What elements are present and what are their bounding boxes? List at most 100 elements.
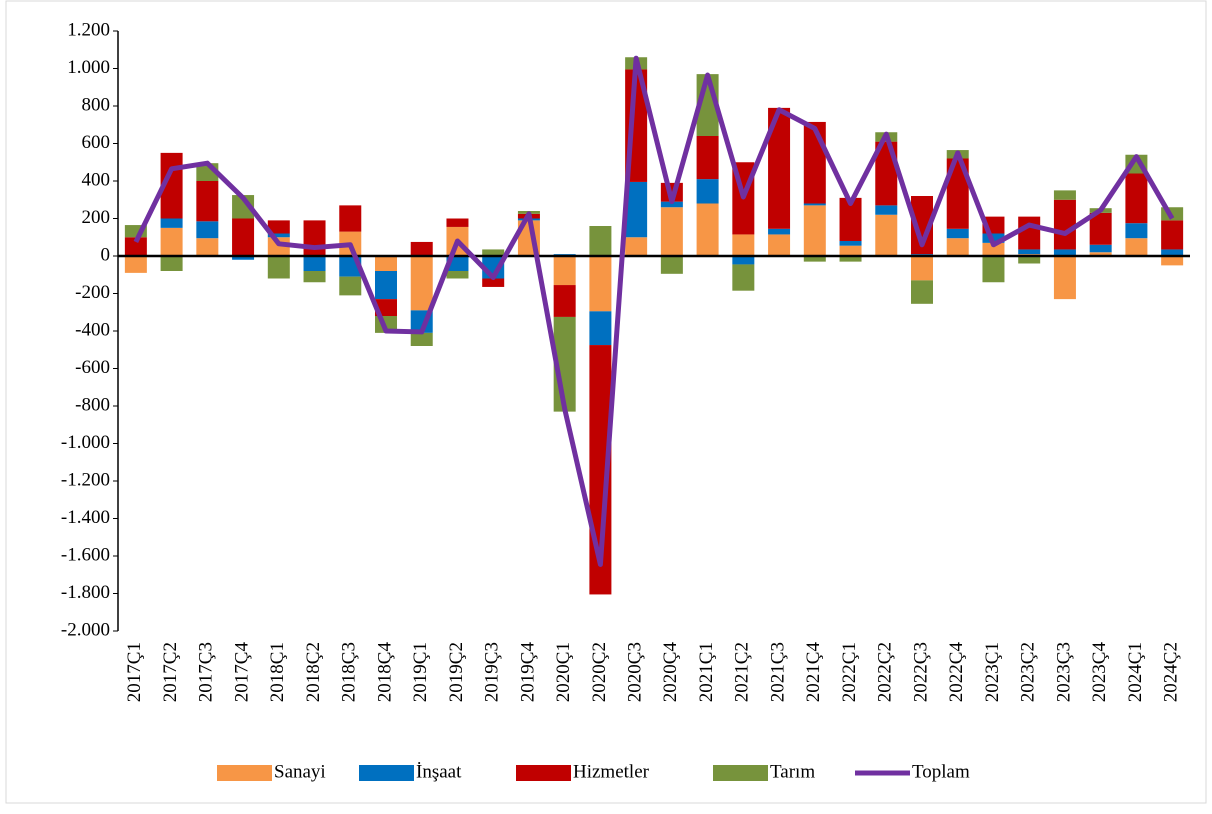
y-tick-label: -800 — [75, 394, 110, 415]
bar-segment — [196, 181, 219, 222]
bar-segment — [482, 249, 505, 256]
bar-segment — [1053, 190, 1076, 200]
bar-segment — [375, 271, 397, 300]
legend-label: Hizmetler — [573, 761, 650, 782]
bar-segment — [696, 179, 719, 204]
total-line — [133, 55, 1175, 567]
bar-segment — [589, 311, 612, 346]
y-tick-label: -400 — [75, 319, 110, 340]
bar-segment — [446, 271, 469, 279]
x-tick-label: 2017Ç3 — [196, 642, 217, 702]
x-tick-label: 2020Ç1 — [553, 642, 574, 702]
x-tick-label: 2019Ç4 — [517, 642, 538, 703]
x-tick-label: 2020Ç3 — [624, 642, 645, 702]
bar-segment — [1089, 212, 1112, 245]
x-tick-label: 2022Ç2 — [875, 642, 896, 702]
bar-segment — [1018, 216, 1041, 250]
bar-segment — [375, 256, 397, 271]
y-tick-label: 0 — [101, 244, 111, 265]
bar-segment — [803, 205, 826, 256]
bar-segment — [875, 214, 898, 256]
legend-swatch — [713, 765, 768, 781]
legend-label: Toplam — [912, 761, 970, 782]
x-tick-label: 2021Ç2 — [732, 642, 753, 702]
bar-segment — [1053, 249, 1076, 256]
x-tick-label: 2018Ç3 — [339, 642, 360, 702]
bar-segment — [911, 280, 933, 304]
bar-segment — [1125, 223, 1148, 239]
x-tick-label: 2018Ç4 — [374, 642, 395, 703]
x-tick-label: 2017Ç2 — [160, 642, 181, 702]
x-tick-label: 2020Ç4 — [660, 642, 681, 703]
x-tick-label: 2022Ç1 — [839, 642, 860, 702]
bar-segment — [946, 238, 969, 256]
bar-segment — [982, 256, 1005, 283]
y-tick-label: 600 — [82, 132, 111, 153]
x-tick-label: 2023Ç3 — [1053, 642, 1074, 702]
bar-segment — [911, 256, 933, 281]
bar-segment — [839, 256, 862, 262]
bar-segment — [124, 256, 147, 273]
legend-swatch — [516, 765, 571, 781]
legend-label: Tarım — [770, 761, 815, 782]
bar-segment — [553, 256, 576, 286]
bar-segment — [1089, 252, 1112, 256]
bar-segment — [160, 256, 183, 271]
bar-segment — [946, 158, 969, 229]
y-tick-label: 1.000 — [67, 57, 110, 78]
bar-segment — [232, 256, 255, 260]
legend-label: Sanayi — [274, 761, 326, 782]
y-tick-label: -200 — [75, 282, 110, 303]
bar-segment — [267, 220, 290, 234]
bar-segment — [1053, 199, 1076, 250]
bar-segment — [446, 218, 469, 227]
bar-segment — [732, 234, 755, 256]
bar-segment — [1125, 238, 1148, 256]
bar-segment — [267, 256, 290, 279]
bar-segment — [625, 181, 648, 238]
bar-segment — [625, 237, 648, 256]
bar-segment — [732, 256, 755, 265]
y-tick-label: -1.600 — [61, 544, 110, 565]
bar-segment — [696, 203, 719, 256]
bar-segment — [696, 136, 719, 180]
x-tick-label: 2022Ç3 — [910, 642, 931, 702]
bar-segment — [196, 221, 219, 239]
bar-segment — [339, 205, 362, 232]
bar-segment — [267, 233, 290, 238]
x-tick-label: 2022Ç4 — [946, 642, 967, 703]
legend-swatch — [217, 765, 272, 781]
bar-segment — [1161, 256, 1184, 266]
bar-segment — [660, 201, 683, 208]
bar-segment — [124, 237, 147, 256]
x-tick-label: 2024Ç1 — [1125, 642, 1146, 702]
bar-segment — [589, 256, 612, 312]
bar-segment — [553, 285, 576, 317]
y-tick-label: 400 — [82, 169, 111, 190]
bar-segment — [732, 264, 755, 291]
x-tick-label: 2018Ç1 — [267, 642, 288, 702]
x-tick-label: 2023Ç4 — [1089, 642, 1110, 703]
bar-segment — [410, 256, 433, 311]
bar-segment — [839, 241, 862, 246]
x-tick-label: 2021Ç1 — [696, 642, 717, 702]
bar-segment — [875, 205, 898, 215]
x-tick-label: 2023Ç2 — [1018, 642, 1039, 702]
y-tick-label: -2.000 — [61, 619, 110, 640]
bar-segment — [768, 228, 791, 235]
y-tick-label: -1.000 — [61, 432, 110, 453]
x-tick-label: 2018Ç2 — [303, 642, 324, 702]
bar-segment — [339, 276, 362, 296]
bar-segment — [410, 332, 433, 346]
bar-segment — [196, 238, 219, 256]
bar-segment — [1161, 249, 1184, 256]
bar-segment — [1053, 256, 1076, 300]
bar-segment — [1018, 249, 1041, 255]
y-tick-label: -1.400 — [61, 507, 110, 528]
bar-segment — [160, 227, 183, 256]
legend-swatch — [359, 765, 414, 781]
bar-segment — [660, 207, 683, 256]
bar-segment — [839, 245, 862, 256]
x-tick-label: 2019Ç2 — [446, 642, 467, 702]
bar-segment — [660, 256, 683, 274]
